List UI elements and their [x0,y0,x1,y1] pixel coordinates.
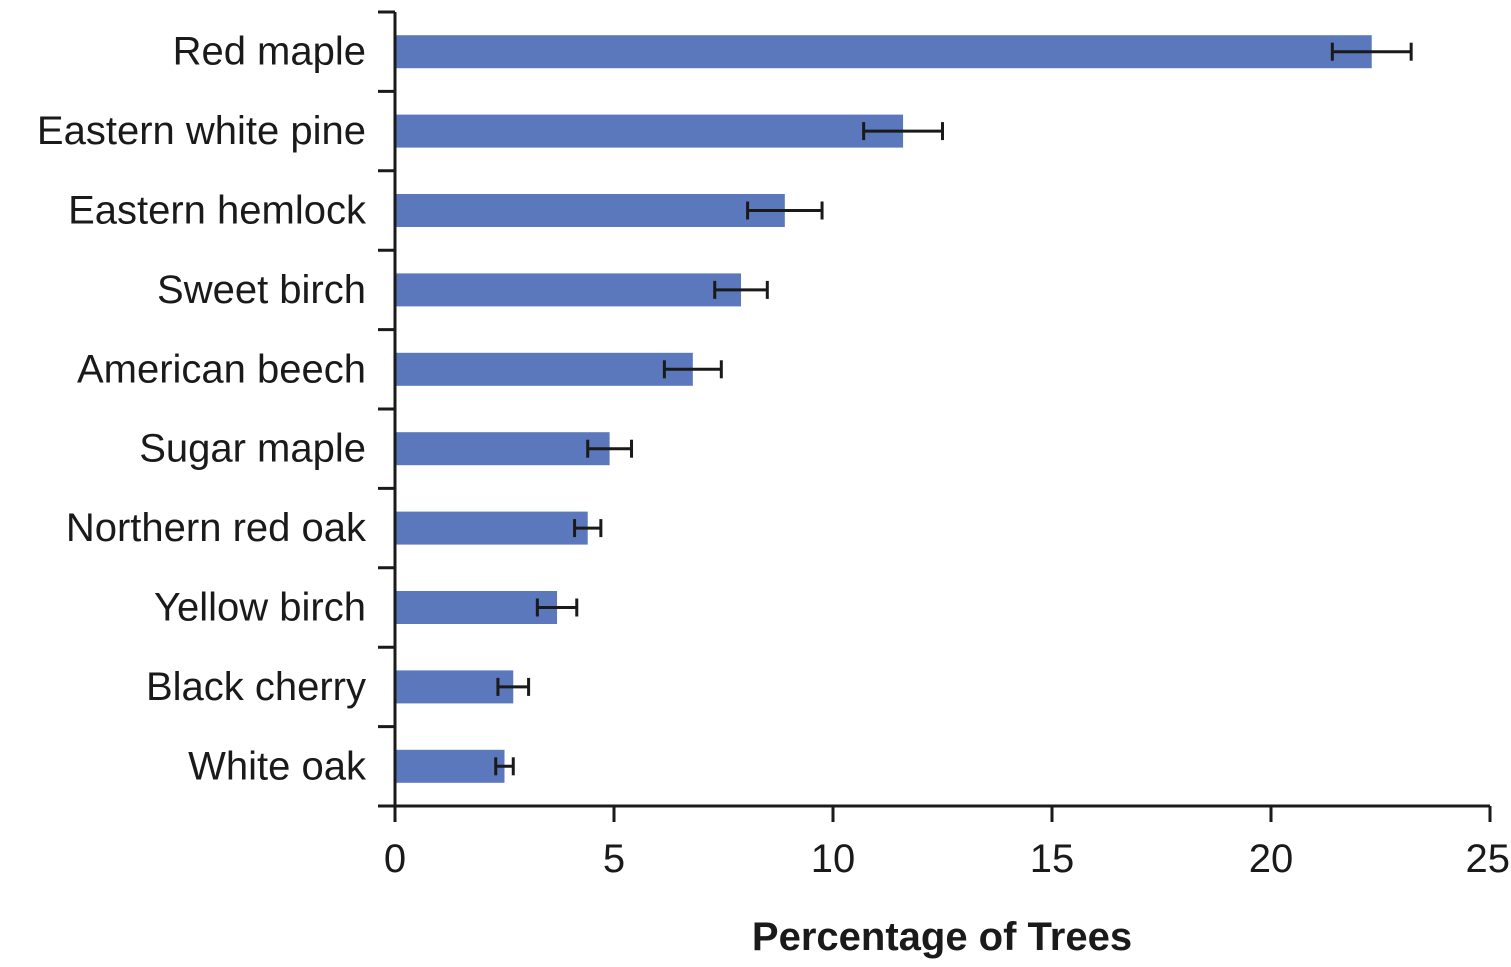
error-bars-layer [494,42,1413,776]
bars-layer [395,35,1372,783]
x-tick-label: 20 [1249,837,1294,881]
bar-6 [395,511,588,545]
category-label: White oak [188,744,367,788]
x-tick-label: 25 [1466,837,1511,881]
error-bar-2 [746,201,824,220]
bar-4 [395,352,693,386]
bar-9 [395,749,505,783]
bar-8 [395,670,514,704]
category-label: Black cherry [146,665,366,709]
category-label: Sugar maple [139,427,366,471]
category-label: American beech [77,347,366,391]
bar-1 [395,114,904,148]
bar-0 [395,35,1372,69]
x-tick-label: 15 [1030,837,1075,881]
error-bar-6 [573,519,603,538]
bar-5 [395,432,610,466]
category-label: Red maple [173,30,366,74]
error-bar-8 [496,677,531,696]
ticks-layer: 0 5 10 15 20 25 [378,10,1511,881]
x-axis-title: Percentage of Trees [752,915,1132,959]
error-bar-5 [586,439,634,458]
category-labels-layer: Red maple Eastern white pine Eastern hemlo… [37,30,367,789]
category-label: Eastern hemlock [68,189,367,233]
error-bar-9 [494,757,515,776]
error-bar-3 [713,280,769,299]
error-bar-1 [862,122,944,141]
category-label: Sweet birch [157,268,366,312]
category-label: Eastern white pine [37,109,366,153]
error-bar-0 [1330,42,1413,61]
bar-7 [395,591,558,624]
category-label: Northern red oak [66,506,367,550]
x-tick-label: 10 [811,837,856,881]
bar-2 [395,194,785,227]
x-tick-label: 0 [384,837,406,881]
bar-3 [395,273,742,307]
category-label: Yellow birch [154,586,366,630]
error-bar-4 [662,360,723,379]
error-bar-7 [535,598,579,617]
x-tick-label: 5 [603,837,625,881]
